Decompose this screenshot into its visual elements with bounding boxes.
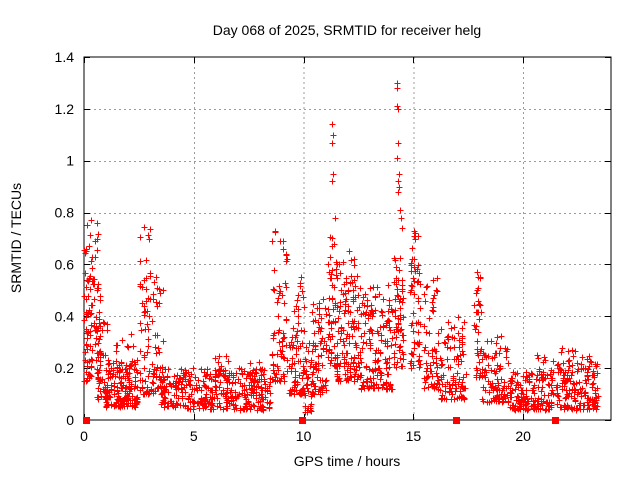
- y-tick-label: 1.4: [55, 49, 75, 65]
- tick-labels: 0 5 10 15 20 0 0.2 0.4 0.6 0.8 1 1.2 1.4: [55, 49, 532, 444]
- zero-value-markers: [83, 417, 559, 424]
- y-tick-label: 0: [66, 412, 74, 428]
- y-tick-label: 0.2: [55, 360, 75, 376]
- y-axis-label: SRMTID / TECUs: [8, 183, 24, 293]
- y-tick-label: 1.2: [55, 101, 75, 117]
- x-tick-label: 15: [406, 428, 422, 444]
- scatter-points: [81, 80, 602, 416]
- x-tick-label: 10: [296, 428, 312, 444]
- zero-value-square: [299, 417, 306, 424]
- zero-value-square: [453, 417, 460, 424]
- y-tick-label: 1: [66, 153, 74, 169]
- chart-title: Day 068 of 2025, SRMTID for receiver hel…: [213, 22, 481, 38]
- y-tick-label: 0.4: [55, 308, 75, 324]
- plot-border: [83, 56, 612, 421]
- gridlines: [84, 57, 611, 420]
- x-tick-label: 20: [515, 428, 531, 444]
- x-tick-label: 0: [80, 428, 88, 444]
- y-tick-label: 0.8: [55, 205, 75, 221]
- x-axis-label: GPS time / hours: [294, 453, 401, 469]
- x-tick-label: 5: [190, 428, 198, 444]
- zero-value-square: [552, 417, 559, 424]
- y-tick-label: 0.6: [55, 256, 75, 272]
- zero-value-square: [83, 417, 90, 424]
- axis-ticks: [84, 57, 611, 421]
